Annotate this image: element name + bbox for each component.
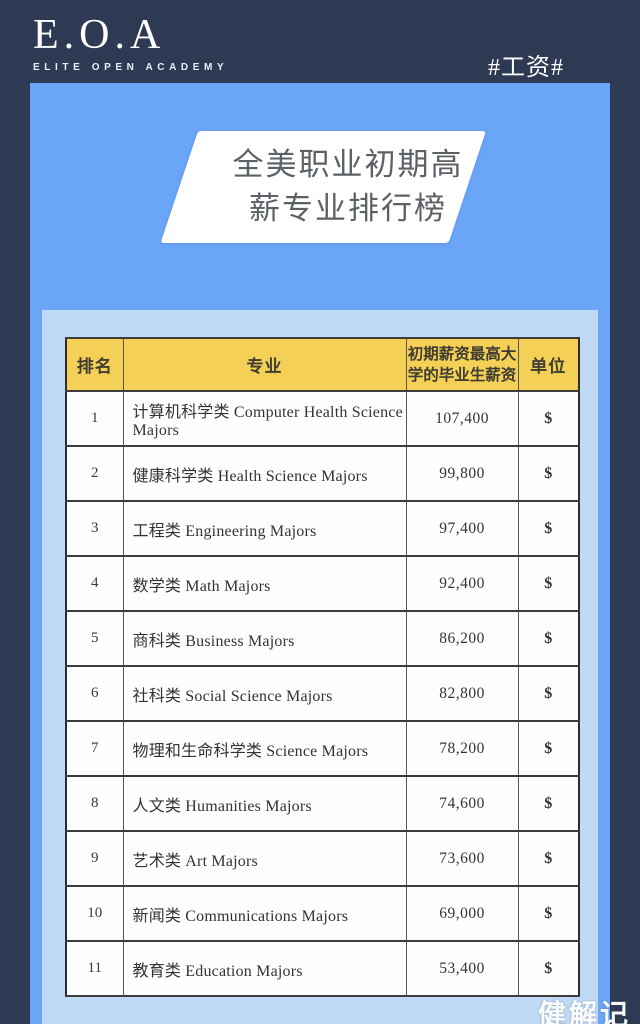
table-row: 5 商科类 Business Majors 86,200 $ — [65, 610, 580, 667]
watermark: 健解记 — [538, 999, 632, 1024]
col-rank-header: 排名 — [65, 337, 124, 392]
major-cell: 工程类 Engineering Majors — [122, 500, 407, 557]
major-cell: 商科类 Business Majors — [122, 610, 407, 667]
major-cell: 社科类 Social Science Majors — [122, 665, 407, 722]
rank-cell: 6 — [65, 665, 124, 722]
salary-cell: 53,400 — [405, 940, 519, 997]
salary-cell: 69,000 — [405, 885, 519, 942]
table-row: 4 数学类 Math Majors 92,400 $ — [65, 555, 580, 612]
salary-cell: 97,400 — [405, 500, 519, 557]
table-row: 8 人文类 Humanities Majors 74,600 $ — [65, 775, 580, 832]
major-cell: 健康科学类 Health Science Majors — [122, 445, 407, 502]
unit-cell: $ — [517, 665, 580, 722]
major-cell: 人文类 Humanities Majors — [122, 775, 407, 832]
salary-ranking-table: 排名 专业 初期薪资最高大 学的毕业生薪资 单位 1 计算机科学类 Comput… — [65, 337, 580, 997]
unit-cell: $ — [517, 445, 580, 502]
major-cell: 教育类 Education Majors — [122, 940, 407, 997]
major-cell: 数学类 Math Majors — [122, 555, 407, 612]
unit-cell: $ — [517, 555, 580, 612]
rank-cell: 8 — [65, 775, 124, 832]
title-banner-inner: 全美职业初期高 薪专业排行榜 — [198, 131, 486, 243]
unit-cell: $ — [517, 720, 580, 777]
col-unit-header: 单位 — [517, 337, 580, 392]
col-salary-header-line2: 学的毕业生薪资 — [407, 366, 517, 384]
brand-tagline: ELITE OPEN ACADEMY — [33, 62, 229, 73]
rank-cell: 4 — [65, 555, 124, 612]
title-line-2: 薪专业排行榜 — [249, 191, 447, 226]
major-cell: 计算机科学类 Computer Health Science Majors — [122, 390, 407, 447]
salary-cell: 73,600 — [405, 830, 519, 887]
rank-cell: 3 — [65, 500, 124, 557]
salary-cell: 82,800 — [405, 665, 519, 722]
salary-cell: 74,600 — [405, 775, 519, 832]
unit-cell: $ — [517, 610, 580, 667]
major-cell: 艺术类 Art Majors — [122, 830, 407, 887]
brand-logo: E.O.A — [33, 12, 166, 58]
salary-cell: 99,800 — [405, 445, 519, 502]
col-salary-header: 初期薪资最高大 学的毕业生薪资 — [405, 337, 519, 392]
rank-cell: 11 — [65, 940, 124, 997]
salary-cell: 86,200 — [405, 610, 519, 667]
table-row: 1 计算机科学类 Computer Health Science Majors … — [65, 390, 580, 447]
table-row: 7 物理和生命科学类 Science Majors 78,200 $ — [65, 720, 580, 777]
table-row: 11 教育类 Education Majors 53,400 $ — [65, 940, 580, 997]
brand-block: E.O.A ELITE OPEN ACADEMY — [33, 12, 228, 73]
unit-cell: $ — [517, 775, 580, 832]
table-row: 9 艺术类 Art Majors 73,600 $ — [65, 830, 580, 887]
salary-cell: 107,400 — [405, 390, 519, 447]
table-row: 10 新闻类 Communications Majors 69,000 $ — [65, 885, 580, 942]
major-cell: 物理和生命科学类 Science Majors — [122, 720, 407, 777]
rank-cell: 7 — [65, 720, 124, 777]
col-salary-header-line1: 初期薪资最高大 — [407, 345, 517, 363]
rank-cell: 1 — [65, 390, 124, 447]
unit-cell: $ — [517, 885, 580, 942]
rank-cell: 10 — [65, 885, 124, 942]
hashtag-label: #工资# — [488, 55, 564, 81]
unit-cell: $ — [517, 940, 580, 997]
unit-cell: $ — [517, 830, 580, 887]
unit-cell: $ — [517, 390, 580, 447]
unit-cell: $ — [517, 500, 580, 557]
salary-cell: 92,400 — [405, 555, 519, 612]
title-line-1: 全美职业初期高 — [232, 147, 464, 182]
table-row: 6 社科类 Social Science Majors 82,800 $ — [65, 665, 580, 722]
rank-cell: 9 — [65, 830, 124, 887]
rank-cell: 2 — [65, 445, 124, 502]
table-header-row: 排名 专业 初期薪资最高大 学的毕业生薪资 单位 — [65, 337, 580, 392]
table-row: 3 工程类 Engineering Majors 97,400 $ — [65, 500, 580, 557]
top-header: E.O.A ELITE OPEN ACADEMY #工资# — [0, 0, 640, 83]
table-row: 2 健康科学类 Health Science Majors 99,800 $ — [65, 445, 580, 502]
major-cell: 新闻类 Communications Majors — [122, 885, 407, 942]
salary-cell: 78,200 — [405, 720, 519, 777]
col-major-header: 专业 — [122, 337, 407, 392]
title-banner: 全美职业初期高 薪专业排行榜 — [160, 131, 486, 243]
rank-cell: 5 — [65, 610, 124, 667]
